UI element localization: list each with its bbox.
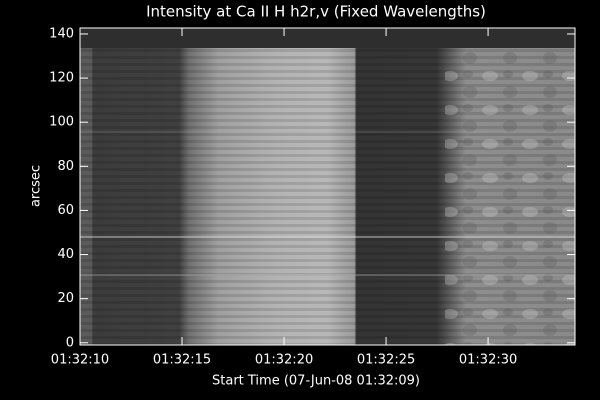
y-tick-label: 140 [49, 26, 74, 41]
plot-frame [79, 27, 576, 346]
y-tick-label: 20 [57, 291, 74, 306]
y-tick-label: 120 [49, 71, 74, 86]
x-tick-label: 01:32:20 [255, 353, 313, 368]
y-tick-label: 80 [57, 159, 74, 174]
y-tick-label: 40 [57, 247, 74, 262]
x-tick-label: 01:32:30 [459, 353, 517, 368]
x-axis-label: Start Time (07-Jun-08 01:32:09) [212, 374, 420, 389]
x-tick-label: 01:32:15 [153, 353, 211, 368]
chart-title: Intensity at Ca II H h2r,v (Fixed Wavele… [146, 3, 486, 21]
intensity-image [80, 28, 575, 345]
y-axis-label: arcsec [29, 165, 44, 207]
y-tick-label: 60 [57, 203, 74, 218]
x-tick-label: 01:32:10 [51, 353, 109, 368]
x-tick-label: 01:32:25 [357, 353, 415, 368]
y-tick-label: 0 [66, 335, 74, 350]
y-tick-label: 100 [49, 115, 74, 130]
